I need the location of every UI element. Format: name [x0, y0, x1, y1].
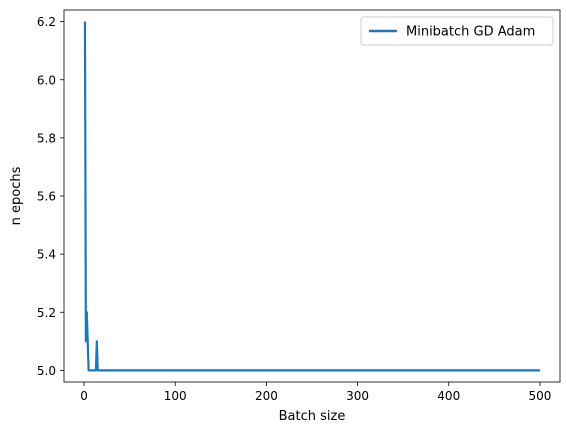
x-tick-label: 500 [528, 389, 551, 403]
x-axis-label: Batch size [279, 409, 346, 424]
series-layer [83, 21, 540, 372]
legend: Minibatch GD Adam [360, 16, 554, 46]
x-tick-label: 400 [437, 389, 460, 403]
x-tick-label: 300 [346, 389, 369, 403]
y-tick-label: 5.6 [37, 190, 56, 204]
x-tick-label: 200 [255, 389, 278, 403]
x-axis-ticks: 0 100 200 300 400 500 [80, 382, 551, 403]
plot-area [64, 10, 560, 382]
y-tick-label: 6.2 [37, 15, 56, 29]
y-tick-label: 5.2 [37, 306, 56, 320]
legend-frame [360, 16, 554, 46]
plot-frame [63, 9, 561, 383]
x-tick-label: 0 [80, 389, 88, 403]
x-tick-label: 100 [164, 389, 187, 403]
y-tick-label: 6.0 [37, 73, 56, 87]
y-axis-label: n epochs [9, 166, 24, 225]
y-tick-label: 5.4 [37, 248, 56, 262]
series-line [83, 21, 540, 372]
legend-entry-label: Minibatch GD Adam [406, 25, 535, 40]
y-axis-ticks: 5.0 5.2 5.4 5.6 5.8 6.0 6.2 [37, 15, 64, 378]
y-tick-label: 5.0 [37, 364, 56, 378]
y-tick-label: 5.8 [37, 131, 56, 145]
